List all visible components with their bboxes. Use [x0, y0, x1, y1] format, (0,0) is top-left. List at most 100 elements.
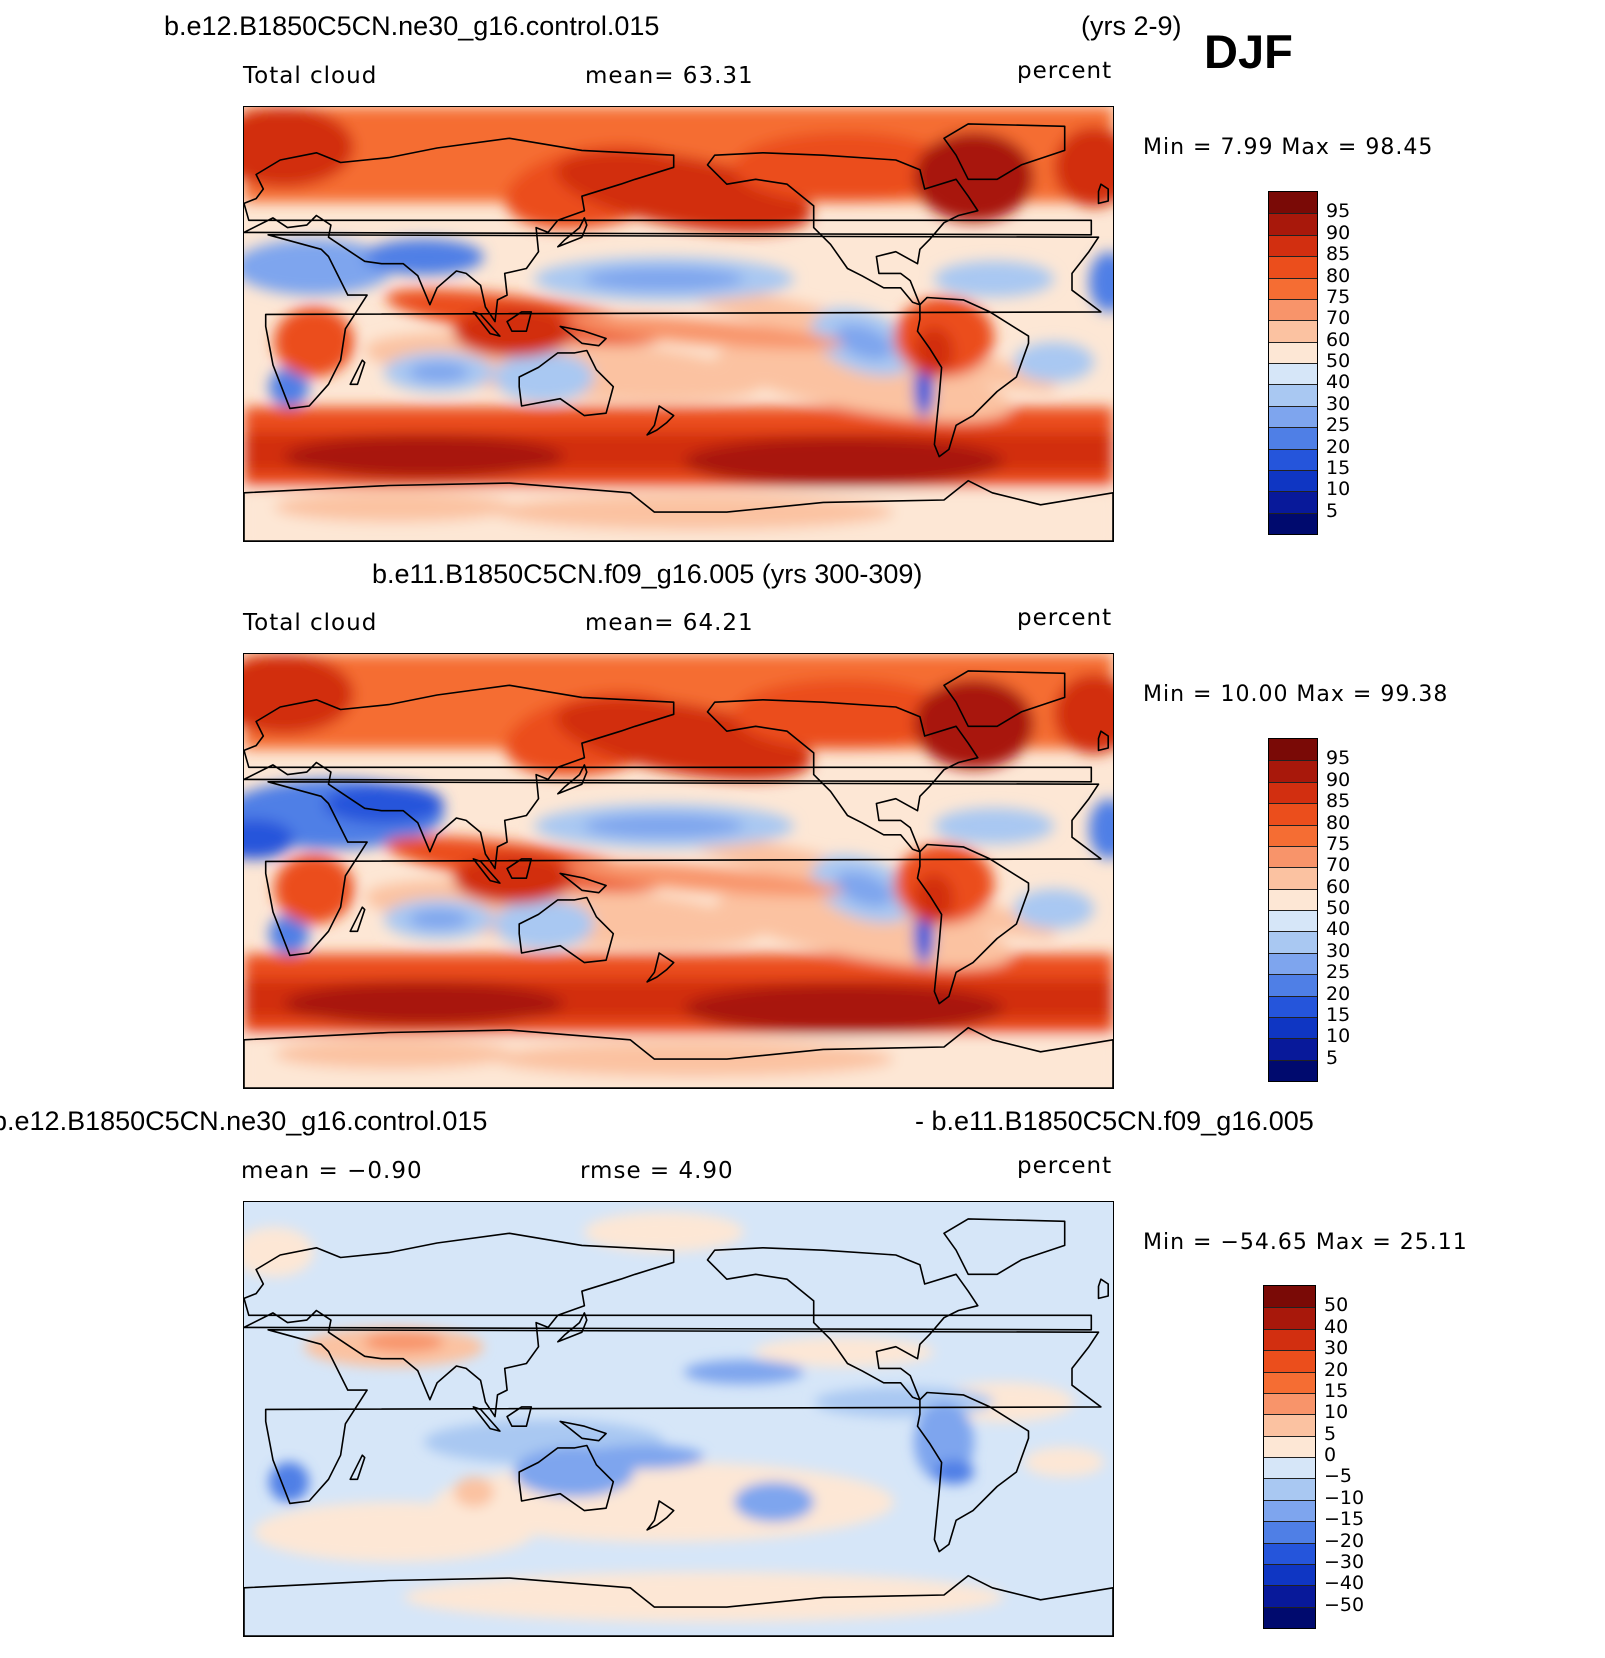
- coastline: [349, 906, 366, 933]
- colorbar-segment: [1264, 1585, 1315, 1607]
- colorbar-segment: [1269, 384, 1317, 406]
- panel-3-colorbar: [1263, 1285, 1316, 1629]
- colorbar-tick-label: 90: [1326, 221, 1351, 244]
- colorbar-segment: [1269, 888, 1317, 910]
- colorbar-tick-label: 75: [1326, 285, 1351, 308]
- coastline: [349, 359, 366, 386]
- colorbar-tick-label: 15: [1326, 456, 1351, 479]
- colorbar-segment: [1269, 512, 1317, 534]
- colorbar-tick-label: 85: [1326, 243, 1351, 266]
- colorbar-tick-label: 15: [1324, 1379, 1349, 1402]
- colorbar-tick-label: 15: [1326, 1003, 1351, 1026]
- colorbar-segment: [1264, 1286, 1315, 1308]
- colorbar-segment: [1264, 1542, 1315, 1564]
- colorbar-tick-label: 30: [1326, 939, 1351, 962]
- colorbar-tick-label: 25: [1326, 414, 1351, 437]
- colorbar-segment: [1269, 867, 1317, 889]
- colorbar-tick-label: 5: [1326, 1046, 1339, 1069]
- colorbar-tick-label: 80: [1326, 264, 1351, 287]
- colorbar-segment: [1269, 781, 1317, 804]
- colorbar-tick-label: 85: [1326, 790, 1351, 813]
- colorbar-segment: [1269, 845, 1317, 868]
- coastline: [518, 896, 615, 964]
- coastline: [506, 858, 533, 879]
- season-label: DJF: [1204, 25, 1293, 78]
- coastline: [559, 325, 607, 347]
- colorbar-tick-label: 50: [1326, 350, 1351, 372]
- coastline: [472, 858, 501, 884]
- colorbar-segment: [1269, 974, 1317, 996]
- colorbar-segment: [1264, 1521, 1315, 1543]
- colorbar-segment: [1269, 739, 1317, 761]
- colorbar-tick-label: 25: [1326, 961, 1351, 984]
- panel-3-minmax: Min = −54.65 Max = 25.11: [1143, 1230, 1468, 1255]
- colorbar-segment: [1269, 298, 1317, 321]
- colorbar-segment: [1264, 1606, 1315, 1628]
- colorbar-segment: [1269, 910, 1317, 932]
- panel-1-title-right: (yrs 2-9): [1081, 11, 1182, 41]
- colorbar-segment: [1269, 1059, 1317, 1081]
- colorbar-segment: [1269, 256, 1317, 278]
- colorbar-tick-label: 50: [1324, 1294, 1349, 1317]
- colorbar-segment: [1269, 213, 1317, 235]
- colorbar-tick-label: 90: [1326, 768, 1351, 791]
- panel-1-units-label: percent: [1017, 58, 1113, 84]
- colorbar-tick-label: 5: [1324, 1422, 1337, 1445]
- coastline: [646, 1500, 675, 1531]
- panel-2-variable-label: Total cloud: [243, 610, 378, 636]
- colorbar-tick-label: 60: [1326, 875, 1351, 898]
- colorbar-segment: [1264, 1371, 1315, 1393]
- coastline: [518, 349, 615, 417]
- colorbar-tick-label: −10: [1324, 1486, 1365, 1509]
- colorbar-segment: [1264, 1478, 1315, 1500]
- coastline: [1097, 183, 1109, 205]
- coastline: [916, 296, 1030, 458]
- colorbar-tick-label: 50: [1326, 897, 1351, 919]
- colorbar-segment: [1269, 952, 1317, 975]
- colorbar-tick-label: 30: [1326, 392, 1351, 415]
- panel-1-contour-field: [244, 107, 1113, 541]
- coastline: [244, 1026, 1113, 1088]
- colorbar-segment: [1269, 405, 1317, 428]
- colorbar-tick-label: 0: [1324, 1444, 1337, 1466]
- colorbar-segment: [1269, 824, 1317, 846]
- coastline: [244, 1232, 1093, 1418]
- colorbar-tick-label: 20: [1326, 435, 1351, 458]
- colorbar-tick-label: 95: [1326, 747, 1351, 770]
- colorbar-segment: [1264, 1414, 1315, 1436]
- coastline: [943, 1218, 1066, 1276]
- colorbar-segment: [1269, 491, 1317, 513]
- colorbar-segment: [1269, 803, 1317, 825]
- colorbar-segment: [1269, 320, 1317, 342]
- coastline: [943, 670, 1066, 728]
- panel-1-colorbar: [1268, 191, 1318, 535]
- colorbar-tick-label: −20: [1324, 1529, 1365, 1552]
- panel-3-mean-label: mean = −0.90: [241, 1158, 423, 1184]
- coastline: [916, 1391, 1030, 1553]
- colorbar-tick-label: 60: [1326, 328, 1351, 351]
- coastline: [518, 1444, 615, 1512]
- coastline: [472, 1406, 501, 1432]
- colorbar-tick-label: 20: [1326, 982, 1351, 1005]
- colorbar-tick-label: −40: [1324, 1572, 1365, 1595]
- coastline: [349, 1454, 366, 1481]
- panel-2-minmax: Min = 10.00 Max = 99.38: [1143, 682, 1449, 707]
- panel-3-map: [243, 1201, 1114, 1637]
- panel-3-title-left: b.e12.B1850C5CN.ne30_g16.control.015: [0, 1106, 488, 1136]
- coastline: [264, 781, 1102, 957]
- colorbar-segment: [1269, 234, 1317, 257]
- colorbar-tick-label: 80: [1326, 811, 1351, 834]
- colorbar-segment: [1264, 1457, 1315, 1479]
- coastline: [943, 123, 1066, 181]
- colorbar-tick-label: −50: [1324, 1593, 1365, 1616]
- colorbar-tick-label: 95: [1326, 200, 1351, 223]
- coastline: [264, 1329, 1102, 1505]
- colorbar-segment: [1269, 427, 1317, 449]
- colorbar-tick-label: 40: [1326, 371, 1351, 394]
- colorbar-tick-label: −5: [1324, 1465, 1353, 1488]
- colorbar-tick-label: 10: [1326, 478, 1351, 501]
- colorbar-tick-label: 20: [1324, 1358, 1349, 1381]
- coastline: [559, 872, 607, 894]
- panel-1-variable-label: Total cloud: [243, 63, 378, 89]
- colorbar-segment: [1264, 1435, 1315, 1457]
